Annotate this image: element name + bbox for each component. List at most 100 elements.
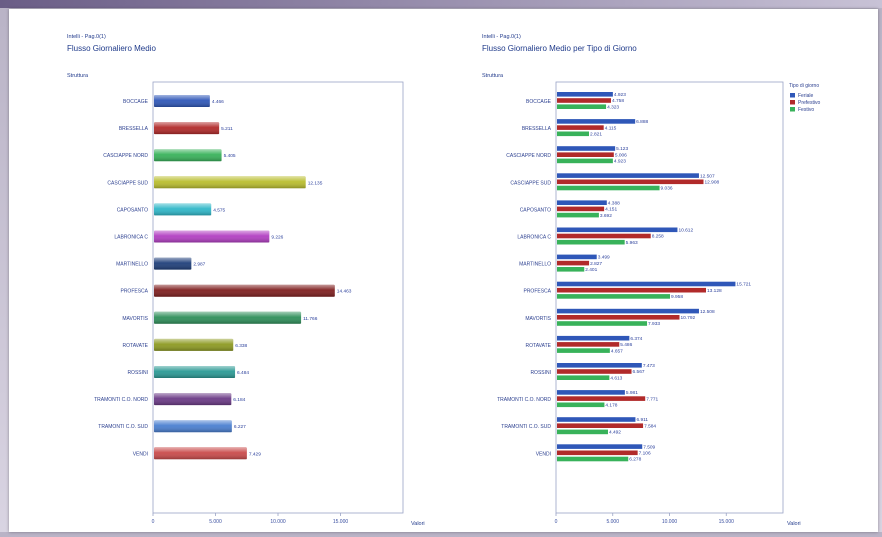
right-bar-value-11-2: 4.178 [605,403,617,409]
right-bar-10-1 [557,369,632,374]
right-bar-value-4-2: 3.692 [600,213,612,219]
right-chart-title: Flusso Giornaliero Medio per Tipo di Gio… [482,44,637,53]
left-bar-shine-13 [154,447,247,460]
right-category-2: CASCIAPPE NORD [506,153,551,159]
left-tick-label-0: 0 [152,519,155,525]
right-bar-value-10-2: 4.613 [610,375,622,381]
left-bar-value-3: 12.135 [308,180,323,186]
right-category-0: BOCCAGE [526,99,552,105]
right-bar-10-2 [557,375,610,380]
right-bar-13-1 [557,450,638,456]
right-bar-value-4-0: 4.388 [608,200,620,206]
left-bar-shine-7 [154,284,335,297]
left-x-ticks: 0 5.000 10.000 15.000 [152,513,348,525]
right-bar-value-5-0: 10.612 [678,228,693,234]
left-bar-shine-4 [154,203,212,216]
right-bar-value-8-2: 7.933 [648,321,660,327]
legend-swatch-0 [790,93,795,98]
left-bar-shine-10 [154,366,236,378]
right-bar-value-9-1: 5.486 [620,342,632,348]
right-x-ticks: 0 5.000 10.000 15.000 [555,513,735,525]
right-bar-5-1 [557,233,651,239]
right-bar-1-0 [557,119,636,124]
left-bar-value-9: 6.338 [235,343,247,349]
right-tick-label-2: 10.000 [662,519,678,525]
right-category-10: ROSSINI [530,370,551,376]
left-bar-shine-11 [154,393,232,406]
right-bar-7-0 [557,281,736,287]
right-bar-value-13-0: 7.509 [643,444,655,450]
right-bar-value-12-2: 4.492 [609,430,621,436]
right-bar-9-2 [557,348,610,353]
right-bars: 4.9234.7584.3236.8884.1152.8215.1235.006… [557,92,751,463]
right-bar-0-0 [557,92,613,97]
left-category-labels: BOCCAGE BRESSELLA CASCIAPPE NORD CASCIAPPE … [94,99,149,457]
right-bar-value-11-0: 5.981 [626,390,638,396]
left-chart-title: Flusso Giornaliero Medio [67,44,156,53]
right-bar-value-12-0: 6.911 [636,417,648,423]
left-axis-name: Struttura [67,73,89,79]
right-bar-11-0 [557,390,625,395]
left-bar-shine-3 [154,176,306,189]
left-category-1: BRESSELLA [119,126,149,132]
right-bar-value-0-1: 4.758 [612,98,624,104]
left-bar-value-8: 11.766 [303,316,318,322]
left-category-5: LABRONICA C [114,235,148,241]
report-page: Intelli - Pag.0(1) Flusso Giornaliero Me… [9,9,878,532]
left-tick-label-1: 5.000 [209,519,222,525]
right-corner-label: Valori [787,521,801,527]
right-bar-6-0 [557,254,597,260]
right-bar-12-1 [557,423,644,428]
legend-entry-1: Prefestivo [798,100,820,106]
left-bar-value-13: 7.429 [249,451,261,457]
left-bar-value-7: 14.463 [337,289,352,295]
right-bar-value-9-2: 4.657 [611,348,623,354]
left-category-4: CAPOSANTO [117,207,148,213]
right-bar-value-0-2: 4.323 [607,104,619,110]
right-category-12: TRAMONTI C.O. SUD [501,424,551,430]
right-bar-value-9-0: 6.374 [630,336,642,342]
right-bar-value-8-1: 10.792 [680,315,695,321]
right-bar-value-8-0: 12.508 [700,309,715,315]
left-bar-shine-12 [154,420,232,433]
right-bar-value-10-0: 7.473 [643,363,655,369]
right-bar-13-2 [557,456,629,462]
right-bar-value-7-2: 9.958 [671,294,683,300]
right-bar-value-11-1: 7.771 [646,396,658,402]
right-bar-10-0 [557,363,642,368]
right-category-3: CASCIAPPE SUD [510,180,551,186]
left-bar-value-4: 4.575 [213,207,225,213]
left-category-3: CASCIAPPE SUD [107,180,148,186]
left-category-9: ROTAVATE [123,343,149,349]
left-bar-shine-8 [154,311,302,324]
right-category-6: MARTINELLO [519,262,551,268]
left-category-7: PROFESCA [120,289,148,295]
left-category-2: CASCIAPPE NORD [103,153,148,159]
left-bar-value-2: 5.405 [224,153,236,159]
right-category-4: CAPOSANTO [520,207,551,213]
right-category-13: VENDI [536,451,551,457]
right-bar-2-1 [557,152,614,157]
right-bar-11-2 [557,402,605,408]
right-bar-2-2 [557,158,613,164]
right-bar-3-0 [557,173,699,178]
right-bar-6-2 [557,267,585,272]
right-bar-4-1 [557,206,605,212]
right-bar-value-1-0: 6.888 [636,119,648,125]
right-bar-8-0 [557,308,699,314]
right-bar-1-1 [557,125,604,130]
right-bar-12-2 [557,429,608,435]
left-bar-value-11: 6.184 [233,397,245,403]
left-bar-value-12: 6.227 [234,424,246,430]
right-category-1: BRESSELLA [522,126,552,132]
right-bar-0-2 [557,104,607,109]
right-category-labels: BOCCAGE BRESSELLA CASCIAPPE NORD CASCIAPPE … [497,99,552,457]
right-tick-label-3: 15.000 [719,519,735,525]
left-category-11: TRAMONTI C.O. NORD [94,397,148,403]
right-bar-7-1 [557,287,707,293]
right-bar-value-7-0: 15.721 [736,282,751,288]
right-bar-5-0 [557,227,678,233]
left-bar-shine-6 [154,257,192,270]
left-category-13: VENDI [133,451,148,457]
